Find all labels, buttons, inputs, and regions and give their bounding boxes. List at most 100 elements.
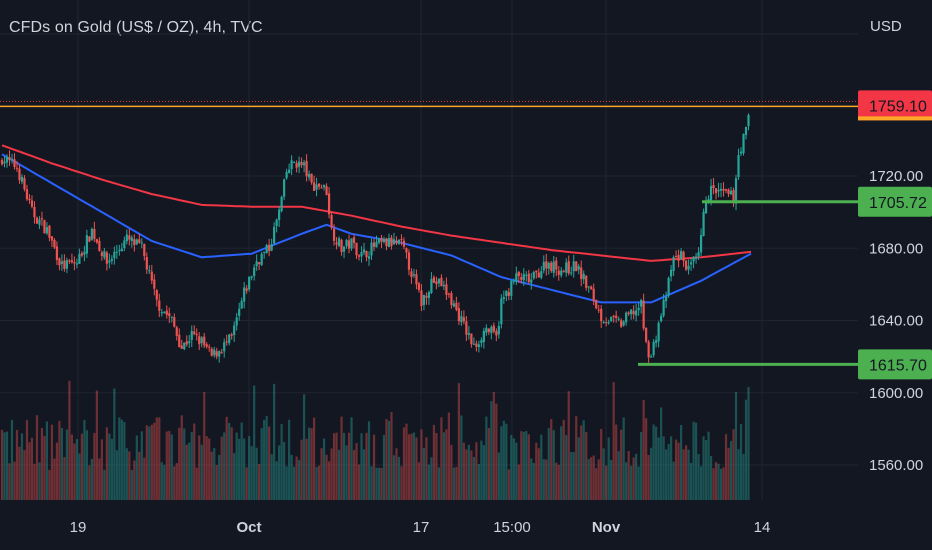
candle-body — [270, 244, 273, 251]
volume-bar — [80, 433, 83, 500]
candle-body — [90, 228, 93, 240]
resistance-badge-label: 1705.72 — [869, 195, 927, 212]
volume-bar — [625, 462, 628, 500]
candle-body — [233, 325, 236, 336]
volume-bar — [667, 444, 670, 500]
candle-body — [537, 272, 540, 278]
candle-body — [158, 300, 161, 311]
candle-body — [662, 299, 665, 316]
volume-bar — [200, 444, 203, 500]
candle-body — [697, 252, 700, 257]
volume-bar — [637, 466, 640, 500]
volume-bar — [400, 466, 403, 500]
volume-bar — [108, 433, 111, 500]
volume-bar — [617, 451, 620, 500]
volume-bar — [570, 451, 573, 500]
candle-body — [380, 237, 383, 242]
candle-body — [435, 281, 438, 285]
candle-body — [420, 290, 423, 307]
volume-bar — [582, 420, 585, 500]
volume-bar — [480, 440, 483, 500]
candle-body — [612, 315, 615, 317]
candle-body — [535, 270, 538, 273]
candle-body — [595, 300, 598, 309]
candle-body — [552, 261, 555, 273]
candle-body — [327, 193, 331, 215]
time-axis[interactable]: 19 Oct 17 15:00 Nov 14 — [70, 519, 771, 536]
candle-body — [15, 167, 19, 169]
volume-bar — [175, 463, 178, 500]
volume-bar — [118, 417, 121, 500]
volume-bar — [130, 469, 133, 500]
candle-body — [455, 302, 458, 310]
candle-body — [65, 260, 69, 269]
candle-body — [23, 178, 26, 190]
candle-body — [430, 278, 433, 293]
candle-body — [525, 274, 528, 276]
candle-body — [660, 315, 663, 322]
candle-body — [665, 296, 668, 302]
candle-body — [407, 252, 411, 270]
candle-body — [13, 159, 16, 168]
volume-bar — [520, 431, 523, 500]
candles — [0, 113, 750, 363]
candle-body — [605, 322, 608, 324]
volume-bar — [90, 458, 93, 500]
volume-bar — [457, 383, 460, 500]
support-badge[interactable]: 1615.70 — [858, 349, 932, 380]
candle-body — [530, 279, 533, 283]
candle-body — [542, 261, 545, 271]
candle-body — [545, 261, 548, 269]
candle-body — [475, 343, 478, 347]
volume-bar — [397, 456, 401, 500]
volume-bar — [699, 466, 703, 500]
price-axis[interactable]: USD 1560.00 1600.00 1640.00 1680.00 1720.00 17… — [858, 18, 932, 474]
volume-bar — [355, 443, 358, 500]
level-lines — [0, 100, 858, 366]
volume-bar — [647, 454, 650, 500]
candle-body — [8, 157, 11, 161]
candle-body — [357, 255, 361, 257]
last-price-badge[interactable]: 1759.10 — [858, 90, 932, 121]
currency-label: USD — [870, 18, 902, 35]
candle-body — [123, 240, 126, 249]
candle-body — [472, 343, 475, 345]
volume-bar — [310, 428, 313, 500]
candle-body — [125, 234, 128, 242]
volume-bar — [220, 436, 223, 500]
volume-bar — [610, 459, 613, 500]
resistance-badge[interactable]: 1705.72 — [858, 186, 932, 217]
candle-body — [148, 270, 151, 272]
candle-body — [670, 269, 673, 277]
candle-body — [445, 284, 448, 295]
candle-body — [367, 256, 371, 259]
volume-bar — [263, 419, 266, 500]
volume-bar — [432, 424, 436, 500]
candle-body — [677, 254, 680, 261]
candle-body — [492, 325, 495, 332]
volume-bar — [315, 466, 318, 500]
volume-bar — [505, 423, 508, 500]
volume-bar — [602, 448, 605, 500]
candle-body — [345, 239, 348, 247]
candle-body — [682, 251, 685, 261]
candle-body — [547, 262, 550, 269]
candle-body — [180, 345, 183, 349]
candle-body — [467, 332, 470, 335]
volume-bar — [278, 445, 281, 500]
volume-bar — [123, 422, 126, 500]
volume-bar — [133, 460, 136, 500]
candle-body — [35, 217, 39, 224]
candle-body — [298, 161, 301, 167]
volume-bar — [365, 432, 368, 500]
candle-body — [240, 300, 243, 309]
volume-bar — [502, 420, 505, 500]
candle-body — [68, 260, 71, 262]
volume-bar — [223, 432, 226, 500]
volume-bar — [542, 459, 545, 500]
candle-body — [652, 341, 655, 356]
candle-body — [285, 171, 288, 179]
candle-body — [565, 262, 568, 273]
